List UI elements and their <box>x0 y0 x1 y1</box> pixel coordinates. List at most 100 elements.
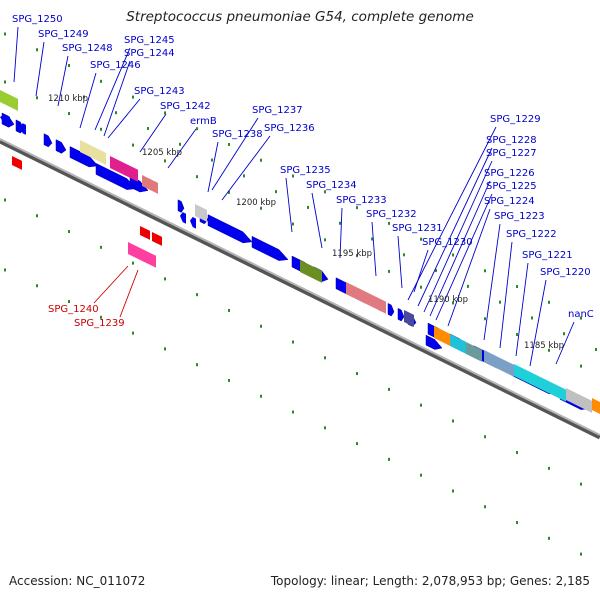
leader-line <box>311 192 323 249</box>
feature-SPG_1239a <box>140 226 150 240</box>
gene-label: SPG_1245 <box>124 35 175 46</box>
leader-line <box>167 128 197 169</box>
position-ruler: 1210 kbp 1205 kbp 1200 kbp 1195 kbp 1190 kbp… <box>48 94 564 351</box>
gene-label: SPG_1250 <box>12 14 63 25</box>
leader-line <box>447 208 491 327</box>
gene-label: SPG_1228 <box>486 135 537 146</box>
feature-red-left <box>12 156 22 170</box>
blue-gene <box>397 307 405 322</box>
leader-line <box>413 249 429 293</box>
leader-line <box>207 141 219 193</box>
gene-label: SPG_1249 <box>38 29 89 40</box>
feature-SPG_1242 <box>142 175 158 194</box>
feature-SPG_1227 <box>466 342 482 362</box>
feature-SPG_1239b-body <box>152 232 162 246</box>
ruler-label: 1200 kbp <box>236 198 276 208</box>
gene-label: SPG_1242 <box>160 101 211 112</box>
feature-SPG_1222 <box>514 364 566 402</box>
gene-label: SPG_1237 <box>252 105 303 116</box>
blue-gene-rev <box>20 123 26 135</box>
feature-SPG_1228 <box>450 334 466 354</box>
leader-line <box>423 160 493 313</box>
leader-line <box>429 180 491 317</box>
leader-line <box>103 60 131 137</box>
gene-label: SPG_1231 <box>392 223 443 234</box>
feature-SPG_1239b <box>152 232 162 246</box>
gene-label: SPG_1229 <box>490 114 541 125</box>
leader-line <box>499 241 513 349</box>
feature-SPG_1240-body <box>128 242 156 268</box>
gene-label: SPG_1230 <box>422 237 473 248</box>
feature-nanC-body <box>592 398 600 414</box>
blue-gene <box>95 162 137 190</box>
label-leaders <box>13 26 575 367</box>
feature-SPG_1228-body <box>450 334 466 354</box>
accession-text: Accession: NC_011072 <box>9 574 146 588</box>
genome-backbone <box>0 138 600 440</box>
gene-label: SPG_1221 <box>522 250 573 261</box>
feature-SPG_1229-body <box>434 326 450 346</box>
map-title: Streptococcus pneumoniae G54, complete g… <box>126 9 474 25</box>
topology-text: Topology: linear; Length: 2,078,953 bp; … <box>270 574 590 588</box>
feature-SPG_1231-body <box>404 310 414 327</box>
gene-label: SPG_1235 <box>280 165 331 176</box>
feature-SPG_1225 <box>484 350 514 377</box>
feature-SPG_1231 <box>404 310 414 327</box>
leader-line <box>107 98 141 139</box>
highlight-gene-label: SPG_1239 <box>74 318 125 329</box>
leader-line <box>285 177 293 233</box>
genome-backbone-highlight <box>0 138 600 436</box>
gene-label: SPG_1232 <box>366 209 417 220</box>
feature-SPG_1220-body <box>566 388 592 413</box>
feature-SPG_1220 <box>566 388 592 413</box>
feature-SPG_1225-body <box>484 350 514 377</box>
leader-line <box>515 262 529 357</box>
feature-SPG_1242-body <box>142 175 158 194</box>
leader-line <box>57 55 69 107</box>
gene-label: ermB <box>190 116 217 127</box>
leader-line <box>13 26 19 83</box>
leader-line <box>139 113 167 153</box>
feature-SPG_1232 <box>346 282 386 314</box>
feature-SPG_1229 <box>434 326 450 346</box>
feature-red-left-body <box>12 156 22 170</box>
tick-marks <box>4 32 597 556</box>
gene-label: SPG_1244 <box>124 48 175 59</box>
feature-SPG_1243-body <box>110 156 138 182</box>
feature-SPG_1239a-body <box>140 226 150 240</box>
blue-gene <box>207 214 253 244</box>
leader-line <box>483 223 501 341</box>
feature-nanC <box>592 398 600 414</box>
ruler-label: 1190 kbp <box>428 295 468 305</box>
blue-gene-rev <box>180 212 186 224</box>
gene-label: SPG_1236 <box>264 123 315 134</box>
feature-SPG_1235-body <box>300 260 322 283</box>
leader-line <box>221 135 271 201</box>
leader-line-highlight <box>119 269 139 318</box>
gene-label: SPG_1224 <box>484 196 535 207</box>
gene-label: SPG_1248 <box>62 43 113 54</box>
feature-SPG_1243 <box>110 156 138 182</box>
leader-line <box>371 221 377 277</box>
leader-line <box>339 207 343 259</box>
leader-line-highlight <box>93 265 129 304</box>
feature-ermB <box>195 204 207 222</box>
leader-line <box>529 279 547 367</box>
leader-line <box>417 147 493 307</box>
gene-label: SPG_1226 <box>484 168 535 179</box>
ruler-label: 1210 kbp <box>48 94 88 104</box>
leader-line <box>35 41 45 97</box>
ruler-label: 1185 kbp <box>524 341 564 351</box>
blue-gene <box>177 199 185 213</box>
gene-label: SPG_1225 <box>486 181 537 192</box>
gene-label: SPG_1243 <box>134 86 185 97</box>
gene-label: SPG_1233 <box>336 195 387 206</box>
feature-SPG_1222-body <box>514 364 566 402</box>
feature-SPG_1250 <box>0 90 18 111</box>
blue-gene-rev <box>190 217 196 229</box>
blue-gene <box>387 302 395 317</box>
blue-gene <box>425 334 443 350</box>
gene-labels: SPG_1250 SPG_1249 SPG_1248 SPG_1246 SPG_1245… <box>12 14 594 329</box>
